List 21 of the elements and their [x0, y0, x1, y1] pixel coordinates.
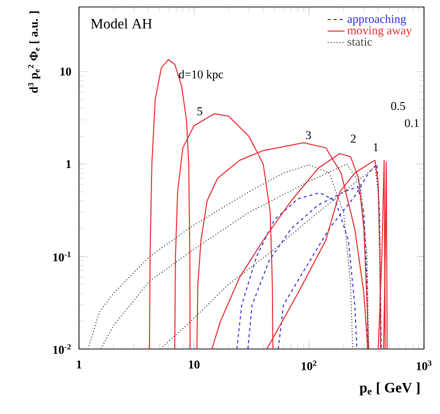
x-tick-label: 1: [76, 360, 82, 368]
y-axis-title: d$^{3}$ p$_{e}$$^{2}$ Φ$_{e}$ [ a.u. ]: [28, 11, 40, 93]
x-tick-label: 10: [188, 360, 200, 369]
annotation: 3: [306, 131, 311, 140]
x-tick-label: 10$^{2}$: [302, 360, 316, 370]
annotation: d=10 kpc: [178, 70, 224, 81]
legend-label: approaching: [348, 14, 406, 26]
annotation: 1: [374, 143, 378, 152]
annotation: 0.1: [404, 119, 419, 128]
legend-label: moving away: [347, 26, 412, 37]
x-axis-title: p$_{e}$ [ GeV ]: [360, 382, 420, 396]
y-tick-label: 1: [66, 160, 71, 168]
annotation: 2: [350, 134, 356, 143]
annotation: 5: [197, 107, 202, 116]
annotation: 0.5: [391, 102, 406, 110]
y-tick-label: 10$^{-2}$: [53, 344, 71, 354]
y-tick-label: 10$^{-1}$: [53, 252, 71, 262]
y-tick-label: 10: [60, 68, 72, 76]
legend-label: static: [348, 38, 372, 46]
x-tick-label: 10$^{3}$: [416, 360, 432, 370]
annotation: Model AH: [90, 18, 152, 29]
